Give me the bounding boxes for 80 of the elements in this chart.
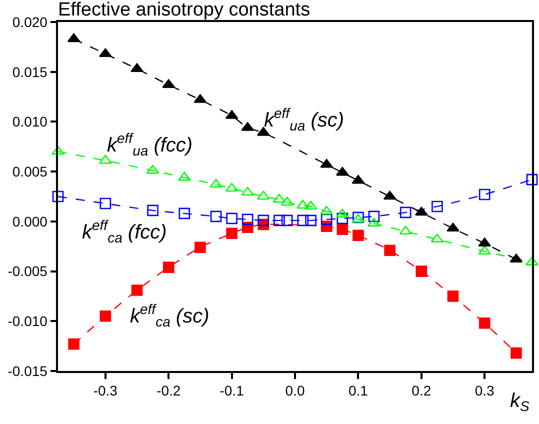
point (430, 234, 444, 243)
y-tick-label: 0.005 (12, 163, 48, 180)
point (178, 172, 191, 181)
point (272, 194, 286, 203)
point (336, 208, 349, 218)
chart-title: Effective anisotropy constants (58, 0, 310, 20)
point (320, 158, 334, 168)
point (297, 214, 309, 226)
point (352, 174, 365, 184)
point (414, 206, 428, 216)
point (100, 310, 112, 322)
point (280, 196, 294, 206)
y-tick-label: -0.005 (8, 263, 48, 280)
point (100, 198, 112, 210)
point (67, 33, 80, 42)
point (210, 178, 222, 188)
point (432, 200, 443, 212)
point (258, 214, 270, 226)
point (383, 190, 396, 200)
point (368, 218, 380, 227)
y-tick-label: -0.015 (8, 362, 48, 379)
series-label: k$^{eff}$$_{ua}$ (fcc) (107, 130, 193, 159)
point (400, 206, 412, 218)
point (162, 262, 174, 273)
point (256, 190, 270, 200)
y-tick-label: -0.010 (8, 313, 48, 330)
point (416, 266, 428, 277)
point (352, 230, 364, 242)
series-label: k$^{eff}$$_{ca}$ (fcc) (82, 217, 167, 246)
point (225, 182, 238, 192)
x-tick-label: -0.3 (93, 382, 118, 399)
y-tick-label: 0.000 (12, 213, 48, 230)
x-tick-label: 0.0 (285, 382, 305, 399)
point (478, 238, 492, 247)
point (336, 224, 348, 236)
x-tick-label: 0.3 (474, 382, 495, 399)
point (242, 214, 254, 226)
y-tick-label: 0.020 (12, 14, 48, 30)
y-tick-label: 0.010 (12, 114, 48, 130)
point (510, 347, 522, 359)
point (131, 284, 143, 296)
point (478, 188, 490, 200)
point (98, 154, 112, 164)
y-tick-label: 0.015 (12, 64, 48, 80)
point (52, 190, 64, 202)
point (478, 317, 490, 329)
point (210, 210, 222, 222)
point (226, 228, 238, 240)
point (526, 174, 538, 186)
point (281, 214, 293, 226)
x-tick-label: -0.2 (156, 382, 181, 399)
series-label: k$^{eff}$$_{ca}$ (sc) (130, 301, 210, 330)
point (147, 204, 158, 216)
point (226, 212, 238, 224)
point (178, 208, 190, 220)
point (320, 206, 334, 215)
point (304, 200, 318, 210)
point (194, 242, 206, 253)
point (336, 212, 348, 224)
point (52, 146, 64, 155)
point (241, 186, 254, 196)
point (146, 164, 160, 174)
point (305, 214, 316, 226)
point (384, 244, 396, 256)
point (447, 290, 459, 302)
point (446, 222, 460, 232)
series-label: k$^{eff}$$_{ua}$ (sc) (264, 105, 344, 134)
point (368, 210, 380, 222)
x-tick-label: 0.2 (412, 382, 432, 399)
x-tick-label: -0.1 (220, 382, 244, 399)
point (320, 214, 332, 226)
point (274, 214, 285, 226)
point (336, 166, 349, 176)
point (399, 226, 412, 235)
point (68, 338, 80, 350)
point (296, 200, 310, 209)
x-axis-title: k$_{S}$ (510, 390, 530, 414)
point (98, 48, 112, 58)
point (130, 63, 144, 72)
x-tick-label: 0.1 (348, 382, 368, 399)
